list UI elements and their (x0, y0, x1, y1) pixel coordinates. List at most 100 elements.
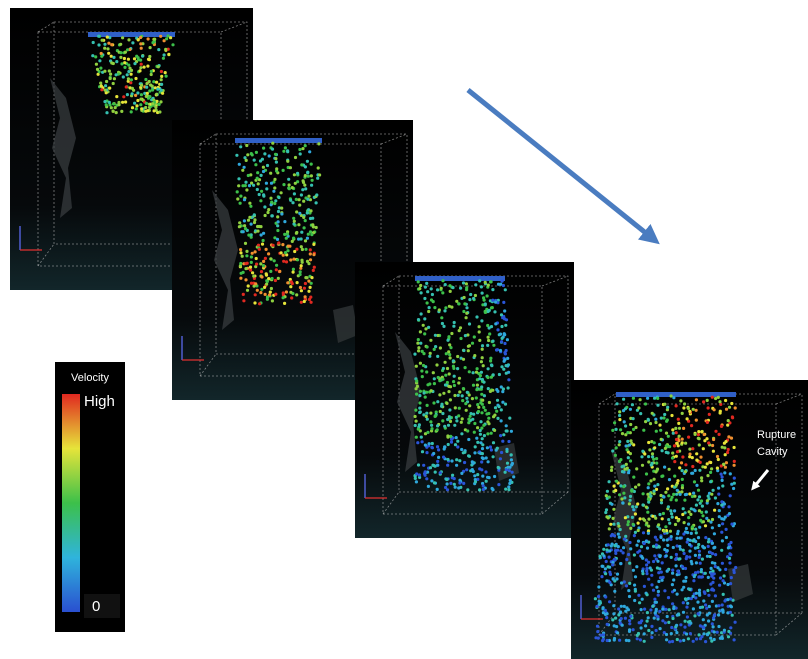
particle (262, 147, 265, 150)
particle (238, 163, 241, 166)
particle (457, 486, 460, 489)
particle (724, 399, 727, 402)
particle (280, 251, 283, 254)
particle (276, 238, 279, 241)
particle (615, 480, 618, 483)
particle (656, 483, 659, 486)
particle (696, 601, 699, 604)
particle (444, 486, 447, 489)
particle (266, 298, 269, 301)
particle (266, 164, 269, 167)
particle (675, 438, 678, 441)
particle (99, 67, 102, 70)
particle (282, 183, 285, 186)
particle (676, 593, 679, 596)
particle (658, 443, 661, 446)
particle (628, 582, 631, 585)
particle (685, 576, 688, 579)
particle (664, 491, 667, 494)
particle (499, 457, 502, 460)
particle (641, 503, 644, 506)
particle (249, 266, 252, 269)
particle (415, 472, 418, 475)
particle (709, 521, 712, 524)
particle (510, 463, 513, 466)
particle (115, 60, 118, 63)
particle (510, 430, 513, 433)
particle (471, 468, 474, 471)
particle (499, 283, 502, 286)
particle (417, 338, 420, 341)
colorbar-low: 0 (92, 598, 100, 615)
particle (97, 35, 100, 38)
particle (673, 444, 676, 447)
particle (714, 565, 717, 568)
particle (638, 549, 641, 552)
particle (159, 100, 162, 103)
particle (713, 408, 716, 411)
particle (105, 111, 108, 114)
particle (453, 384, 456, 387)
particle (507, 386, 510, 389)
particle (144, 110, 147, 113)
particle (473, 451, 476, 454)
particle (649, 479, 652, 482)
particle (652, 458, 655, 461)
particle (456, 440, 459, 443)
particle (661, 517, 664, 520)
particle (436, 445, 439, 448)
particle (600, 575, 603, 578)
particle (426, 404, 429, 407)
particle (274, 153, 277, 156)
particle (144, 106, 147, 109)
particle (125, 85, 128, 88)
particle (110, 55, 113, 58)
particle (491, 306, 494, 309)
particle (701, 505, 704, 508)
particle (645, 472, 648, 475)
particle (421, 450, 424, 453)
particle (692, 595, 695, 598)
particle (609, 573, 612, 576)
particle (475, 388, 478, 391)
particle (440, 405, 443, 408)
particle (616, 573, 619, 576)
particle (496, 417, 499, 420)
particle (263, 152, 266, 155)
particle (646, 493, 649, 496)
particle (666, 418, 669, 421)
particle (269, 270, 272, 273)
particle (671, 602, 674, 605)
particle (688, 410, 691, 413)
particle (308, 298, 311, 301)
particle (457, 381, 460, 384)
particle (122, 75, 125, 78)
particle (727, 448, 730, 451)
particle (615, 428, 618, 431)
particle (489, 357, 492, 360)
particle (645, 572, 648, 575)
particle (637, 483, 640, 486)
particle (678, 557, 681, 560)
particle (708, 612, 711, 615)
particle (127, 77, 130, 80)
particle (664, 525, 667, 528)
particle (721, 479, 724, 482)
particle (645, 563, 648, 566)
colorbar: Velocity High 0 (55, 362, 125, 632)
particle (509, 479, 512, 482)
particle (498, 373, 501, 376)
particle (686, 417, 689, 420)
particle (726, 583, 729, 586)
particle (727, 630, 730, 633)
particle (147, 58, 150, 61)
particle (729, 597, 732, 600)
particle (145, 95, 148, 98)
particle (155, 93, 158, 96)
particle (602, 633, 605, 636)
particle (716, 631, 719, 634)
particle (127, 38, 130, 41)
particle (706, 499, 709, 502)
particle (640, 608, 643, 611)
particle (667, 621, 670, 624)
